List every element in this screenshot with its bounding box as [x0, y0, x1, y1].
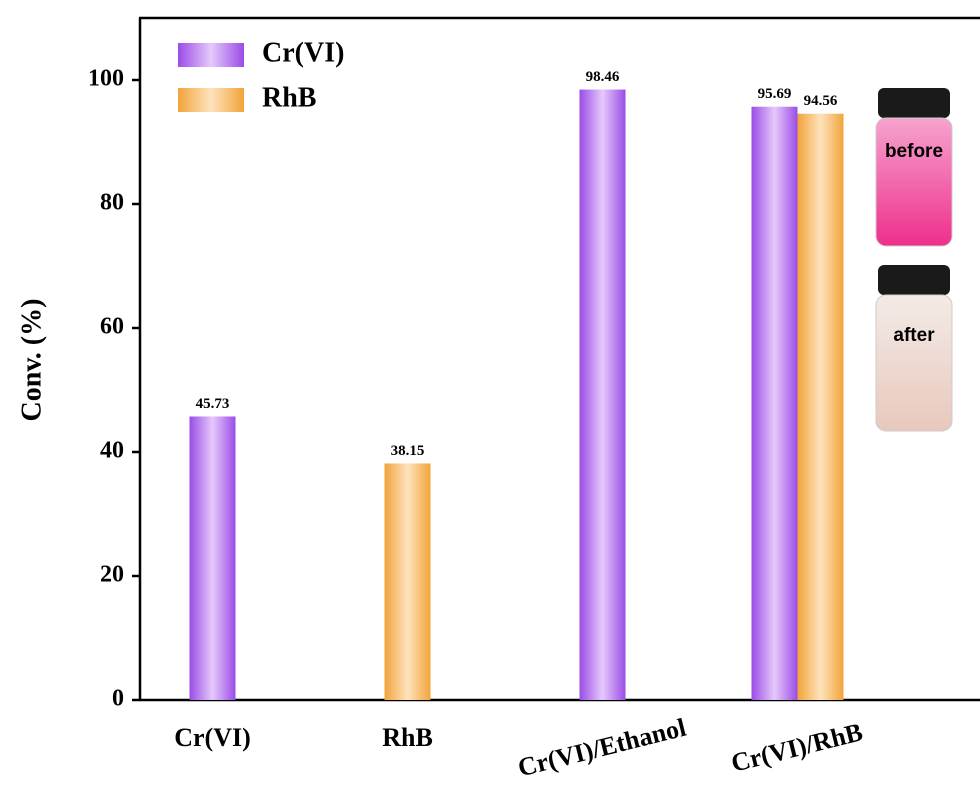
y-tick-label: 60 [100, 314, 124, 340]
legend-swatch [178, 43, 244, 67]
bar [798, 114, 844, 700]
legend-label: Cr(VI) [262, 37, 344, 68]
y-tick-label: 80 [100, 190, 124, 216]
legend-label: RhB [262, 82, 316, 113]
annotation: before [885, 141, 943, 162]
x-tick-label: Cr(VI)/RhB [728, 717, 865, 778]
value-label: 38.15 [391, 443, 425, 459]
bar [752, 107, 798, 700]
value-label: 94.56 [804, 93, 838, 109]
vial-cap [878, 88, 950, 118]
value-label: 98.46 [586, 69, 620, 85]
y-tick-label: 20 [100, 562, 124, 588]
chart: Conv. (%) before after 0 20 40 60 80 100 45.73… [0, 0, 980, 789]
x-tick-label: Cr(VI)/Ethanol [515, 713, 689, 783]
bar [190, 416, 236, 700]
vial [876, 118, 952, 246]
inset-photo [876, 88, 952, 431]
x-tick-label: Cr(VI) [174, 723, 251, 752]
vial [876, 295, 952, 431]
legend-swatch [178, 88, 244, 112]
annotation: after [893, 325, 935, 346]
y-axis-label: Conv. (%) [16, 299, 47, 422]
y-tick-label: 0 [112, 686, 124, 712]
bar [580, 90, 626, 700]
y-tick-label: 40 [100, 438, 124, 464]
value-label: 45.73 [196, 396, 230, 412]
y-tick-label: 100 [88, 66, 124, 92]
bar [385, 463, 431, 700]
value-label: 95.69 [758, 86, 792, 102]
x-tick-label: RhB [382, 723, 433, 752]
vial-cap [878, 265, 950, 295]
